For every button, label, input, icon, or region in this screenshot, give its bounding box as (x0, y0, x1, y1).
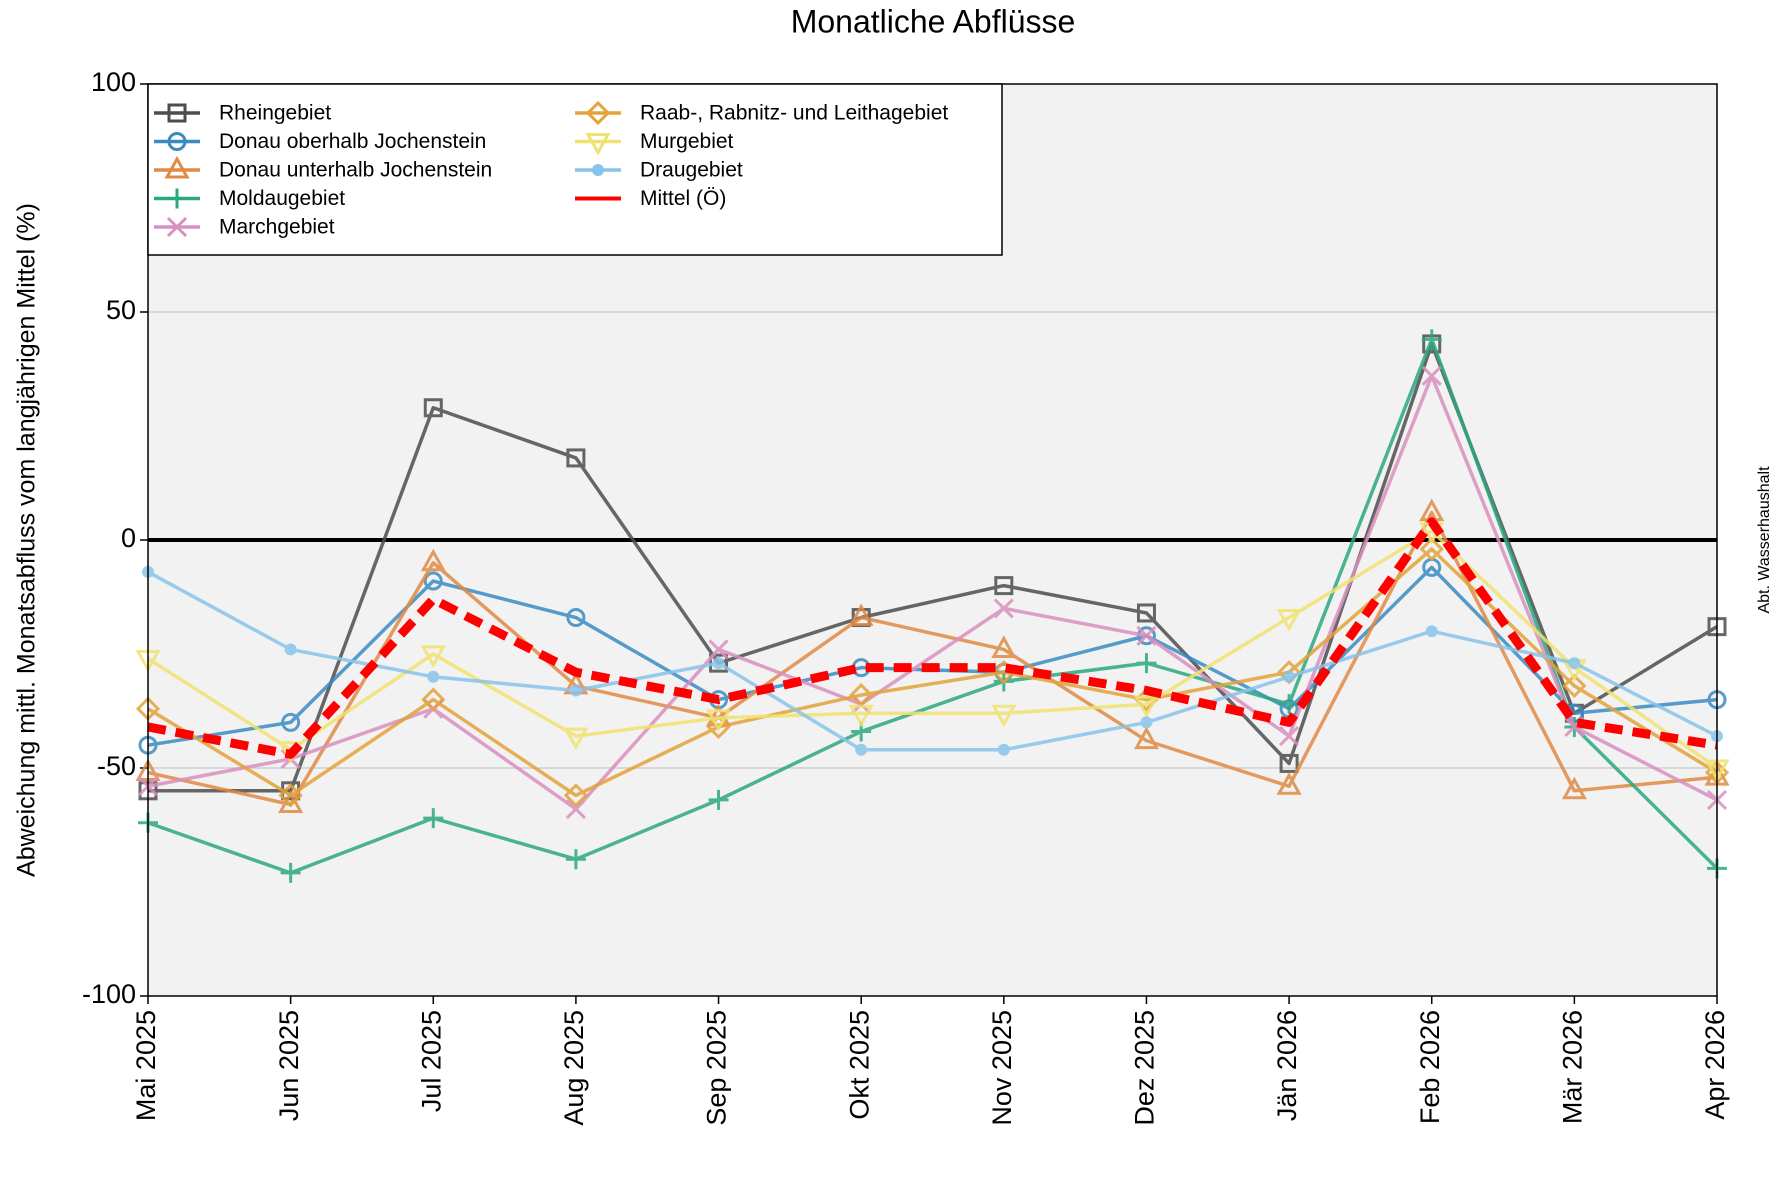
marker (284, 643, 297, 656)
marker (991, 635, 1017, 658)
series-line (147, 510, 1718, 807)
x-tick-label: Apr 2026 (1700, 1010, 1730, 1120)
marker (855, 743, 868, 756)
marker (1279, 694, 1300, 715)
marker (563, 783, 589, 808)
x-tick-label: Sep 2025 (702, 1010, 732, 1126)
marker (164, 155, 190, 179)
marker (167, 132, 187, 151)
x-tick-label: Aug 2025 (559, 1010, 589, 1126)
chart-title: Monatliche Abflüsse (791, 3, 1076, 39)
marker (280, 862, 301, 883)
legend-label: Donau oberhalb Jochenstein (219, 130, 486, 153)
marker (423, 571, 443, 591)
marker (167, 188, 187, 209)
marker (167, 103, 187, 123)
marker (706, 714, 731, 740)
marker (565, 849, 586, 870)
legend-label: Moldaugebiet (219, 187, 345, 210)
marker (708, 639, 729, 660)
y-tick-label: 100 (91, 67, 136, 97)
marker (566, 448, 586, 468)
marker (563, 727, 589, 751)
x-tick-label: Jun 2025 (274, 1010, 304, 1121)
marker (1133, 695, 1159, 719)
marker (705, 709, 732, 732)
marker (281, 712, 301, 732)
marker (1276, 772, 1302, 795)
x-tick-label: Mai 2025 (131, 1010, 161, 1121)
legend: Rheingebiet Donau oberhalb Jochenstein Don… (147, 83, 1003, 256)
marker (421, 687, 446, 712)
marker (592, 164, 604, 176)
marker (166, 216, 188, 238)
series-line (147, 570, 1718, 752)
legend-label: Marchgebiet (219, 216, 335, 239)
marker (1136, 625, 1157, 646)
marker (1421, 329, 1442, 350)
marker (1136, 653, 1157, 674)
marker (420, 645, 446, 669)
legend-label: Donau unterhalb Jochenstein (219, 159, 492, 182)
marker (1562, 673, 1587, 699)
marker (1136, 603, 1156, 623)
marker (566, 608, 586, 628)
annotation: Abt. Wasserhaushalt (1756, 466, 1773, 614)
y-axis-label: Abweichung mittl. Monatsabfluss vom lang… (13, 203, 41, 877)
legend-label: Rheingebiet (219, 102, 331, 125)
x-tick-label: Feb 2026 (1415, 1010, 1445, 1124)
x-tick-label: Mär 2026 (1557, 1010, 1587, 1124)
marker (848, 603, 874, 627)
marker (569, 684, 582, 697)
y-tick-label: -50 (97, 751, 136, 781)
series-line (147, 337, 1719, 875)
legend-label: Mittel (Ö) (640, 187, 726, 210)
marker (585, 100, 611, 126)
marker (1419, 536, 1444, 562)
marker (712, 657, 725, 670)
marker (1279, 753, 1299, 773)
marker (1276, 609, 1302, 632)
marker (1283, 670, 1296, 683)
marker (1561, 776, 1587, 800)
y-tick-label: -100 (82, 979, 136, 1009)
legend-label: Draugebiet (640, 159, 743, 182)
marker (423, 398, 443, 418)
marker (420, 548, 446, 572)
marker (1425, 625, 1438, 638)
marker (1140, 716, 1153, 729)
series-line (147, 517, 1718, 759)
y-tick-label: 50 (106, 295, 136, 325)
marker (848, 704, 874, 728)
marker (427, 670, 440, 683)
x-tick-label: Jän 2026 (1272, 1010, 1302, 1121)
marker (708, 789, 729, 810)
series-line (147, 547, 1718, 798)
marker (993, 598, 1014, 619)
marker (997, 743, 1010, 756)
marker (1568, 657, 1581, 670)
marker (585, 133, 611, 156)
marker (1133, 726, 1159, 750)
x-tick-label: Okt 2025 (844, 1010, 874, 1120)
marker (1279, 726, 1300, 747)
marker (565, 798, 586, 820)
marker (423, 808, 444, 829)
x-tick-label: Nov 2025 (987, 1010, 1017, 1126)
series (135, 498, 1730, 813)
marker (994, 576, 1014, 596)
marker (705, 703, 732, 727)
marker (991, 704, 1017, 728)
y-tick-label: 0 (121, 523, 136, 553)
legend-label: Raab-, Rabnitz- und Leithagebiet (640, 102, 948, 125)
marker (278, 783, 303, 808)
marker (1421, 365, 1442, 386)
legend-label: Murgebiet (640, 130, 734, 153)
x-tick-label: Dez 2025 (1130, 1010, 1160, 1126)
x-tick-label: Jul 2025 (416, 1010, 446, 1112)
series (147, 517, 1718, 759)
